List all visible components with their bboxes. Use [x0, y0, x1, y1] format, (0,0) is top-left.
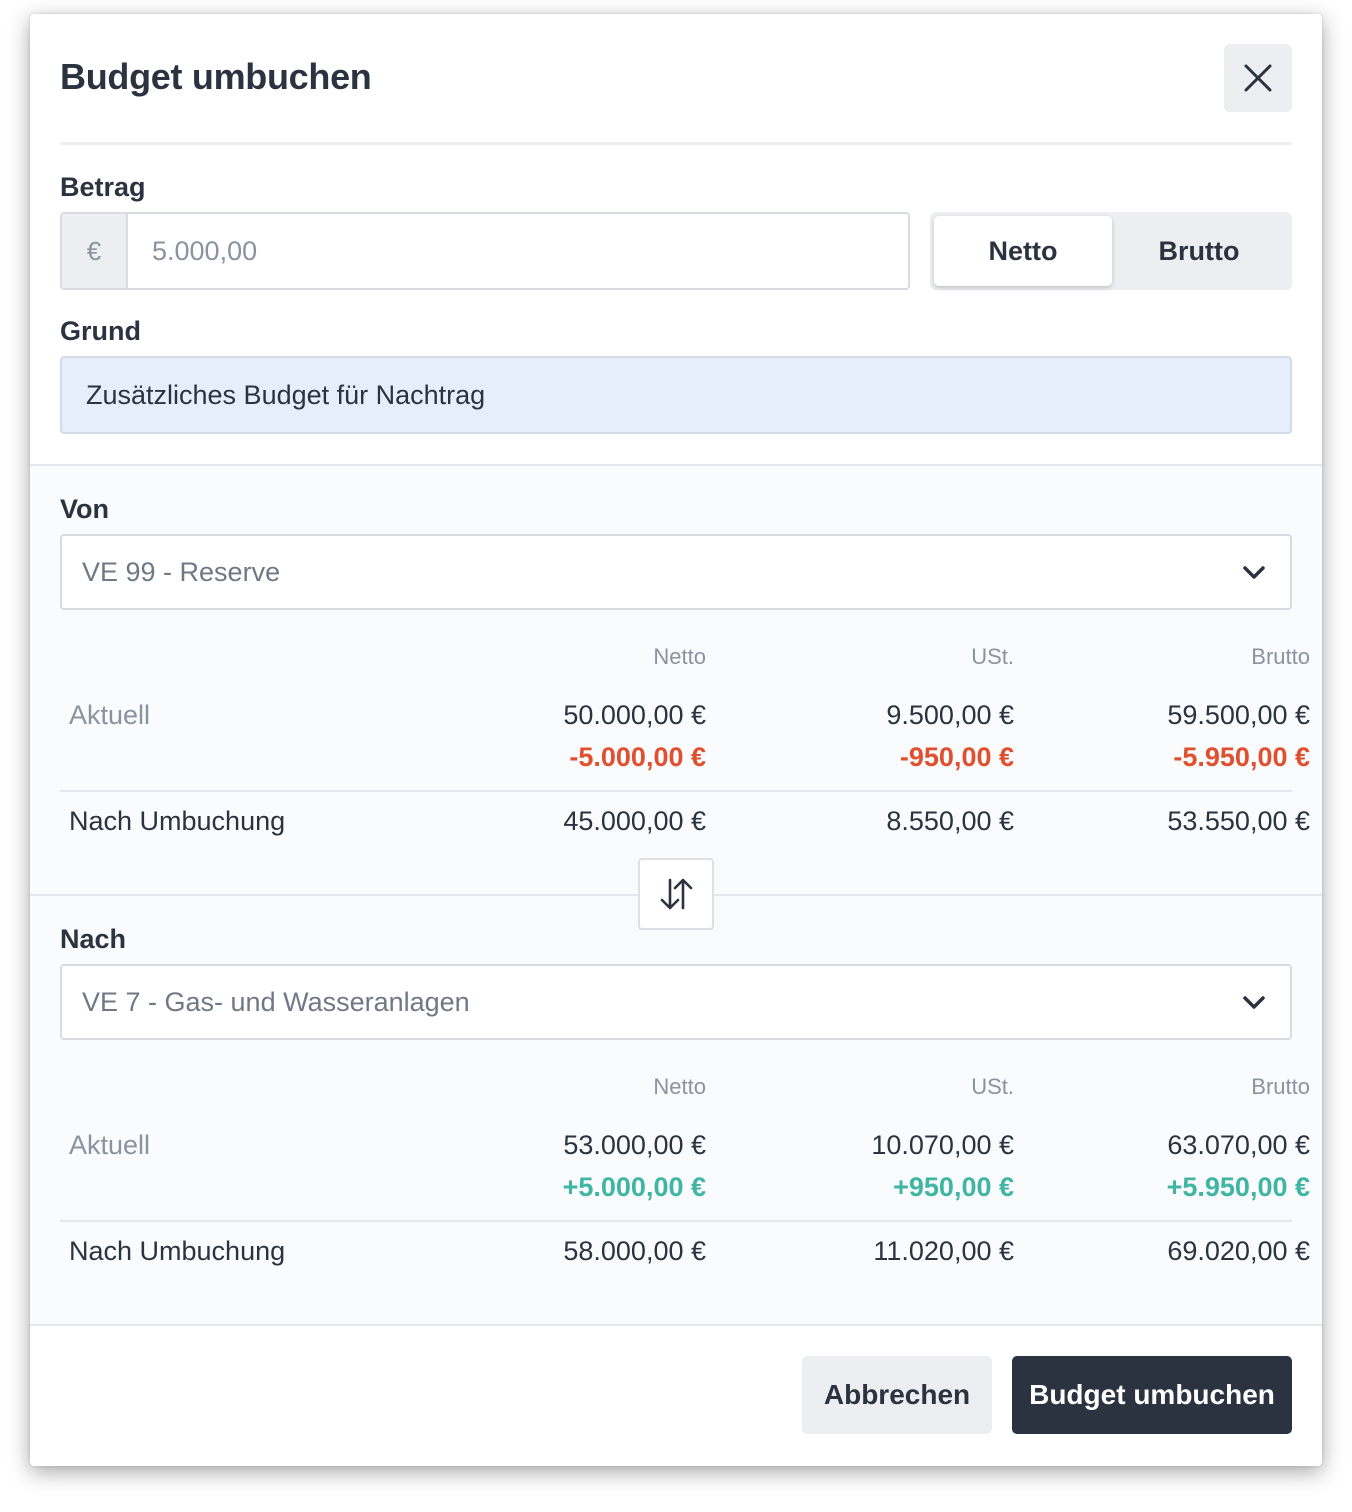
to-current-ust: 10.070,00 €: [871, 1130, 1014, 1160]
from-current-ust: 9.500,00 €: [886, 700, 1014, 730]
column-header-brutto: Brutto: [1251, 644, 1310, 669]
to-change-netto: +5.000,00 €: [562, 1172, 706, 1202]
amount-input[interactable]: [128, 214, 908, 288]
column-header-brutto: Brutto: [1251, 1074, 1310, 1099]
close-button[interactable]: [1224, 44, 1292, 112]
row-label-current: Aktuell: [69, 700, 151, 730]
from-select-value: VE 99 - Reserve: [82, 556, 281, 587]
to-after-brutto: 69.020,00 €: [1167, 1236, 1310, 1266]
from-label: Von: [60, 494, 109, 524]
toggle-netto[interactable]: Netto: [934, 216, 1112, 286]
column-header-ust: USt.: [971, 644, 1014, 669]
from-after-netto: 45.000,00 €: [563, 806, 706, 836]
from-change-brutto: -5.950,00 €: [1173, 742, 1310, 772]
to-label: Nach: [60, 924, 127, 954]
section-divider: [30, 464, 1322, 466]
from-current-netto: 50.000,00 €: [563, 700, 706, 730]
to-after-netto: 58.000,00 €: [563, 1236, 706, 1266]
reason-label: Grund: [60, 316, 141, 346]
from-change-ust: -950,00 €: [899, 742, 1014, 772]
from-current-brutto: 59.500,00 €: [1167, 700, 1310, 730]
row-divider: [60, 1220, 1292, 1222]
amount-label: Betrag: [60, 172, 146, 202]
row-label-after: Nach Umbuchung: [69, 1236, 286, 1266]
reason-input[interactable]: [60, 356, 1292, 434]
from-select[interactable]: VE 99 - Reserve: [60, 534, 1292, 610]
row-label-current: Aktuell: [69, 1130, 151, 1160]
column-header-ust: USt.: [971, 1074, 1014, 1099]
net-gross-toggle: Netto Brutto: [930, 212, 1292, 290]
budget-transfer-dialog: Budget umbuchen Betrag € Netto Brutto Gr…: [30, 14, 1322, 1466]
currency-addon: €: [62, 214, 128, 288]
to-after-ust: 11.020,00 €: [873, 1236, 1014, 1266]
submit-button[interactable]: Budget umbuchen: [1012, 1356, 1292, 1434]
to-current-brutto: 63.070,00 €: [1167, 1130, 1310, 1160]
from-change-netto: -5.000,00 €: [569, 742, 706, 772]
from-after-brutto: 53.550,00 €: [1167, 806, 1310, 836]
toggle-brutto[interactable]: Brutto: [1158, 235, 1240, 266]
to-select[interactable]: VE 7 - Gas- und Wasseranlagen: [60, 964, 1292, 1040]
column-header-netto: Netto: [653, 644, 706, 669]
header-divider: [60, 142, 1292, 145]
dialog-title: Budget umbuchen: [60, 56, 372, 97]
dialog-header: Budget umbuchen: [30, 14, 1322, 145]
to-change-brutto: +5.950,00 €: [1166, 1172, 1310, 1202]
amount-input-group: €: [60, 212, 910, 290]
from-after-ust: 8.550,00 €: [886, 806, 1014, 836]
footer-divider: [30, 1324, 1322, 1326]
close-icon: [1244, 64, 1272, 92]
row-divider: [60, 790, 1292, 792]
swap-arrows-icon: [660, 878, 693, 910]
to-select-value: VE 7 - Gas- und Wasseranlagen: [82, 986, 470, 1017]
cancel-button[interactable]: Abbrechen: [802, 1356, 992, 1434]
swap-button[interactable]: [638, 858, 714, 930]
column-header-netto: Netto: [653, 1074, 706, 1099]
to-current-netto: 53.000,00 €: [563, 1130, 706, 1160]
to-change-ust: +950,00 €: [893, 1172, 1014, 1202]
chevron-down-icon: [1243, 996, 1265, 1009]
chevron-down-icon: [1243, 566, 1265, 579]
row-label-after: Nach Umbuchung: [69, 806, 286, 836]
